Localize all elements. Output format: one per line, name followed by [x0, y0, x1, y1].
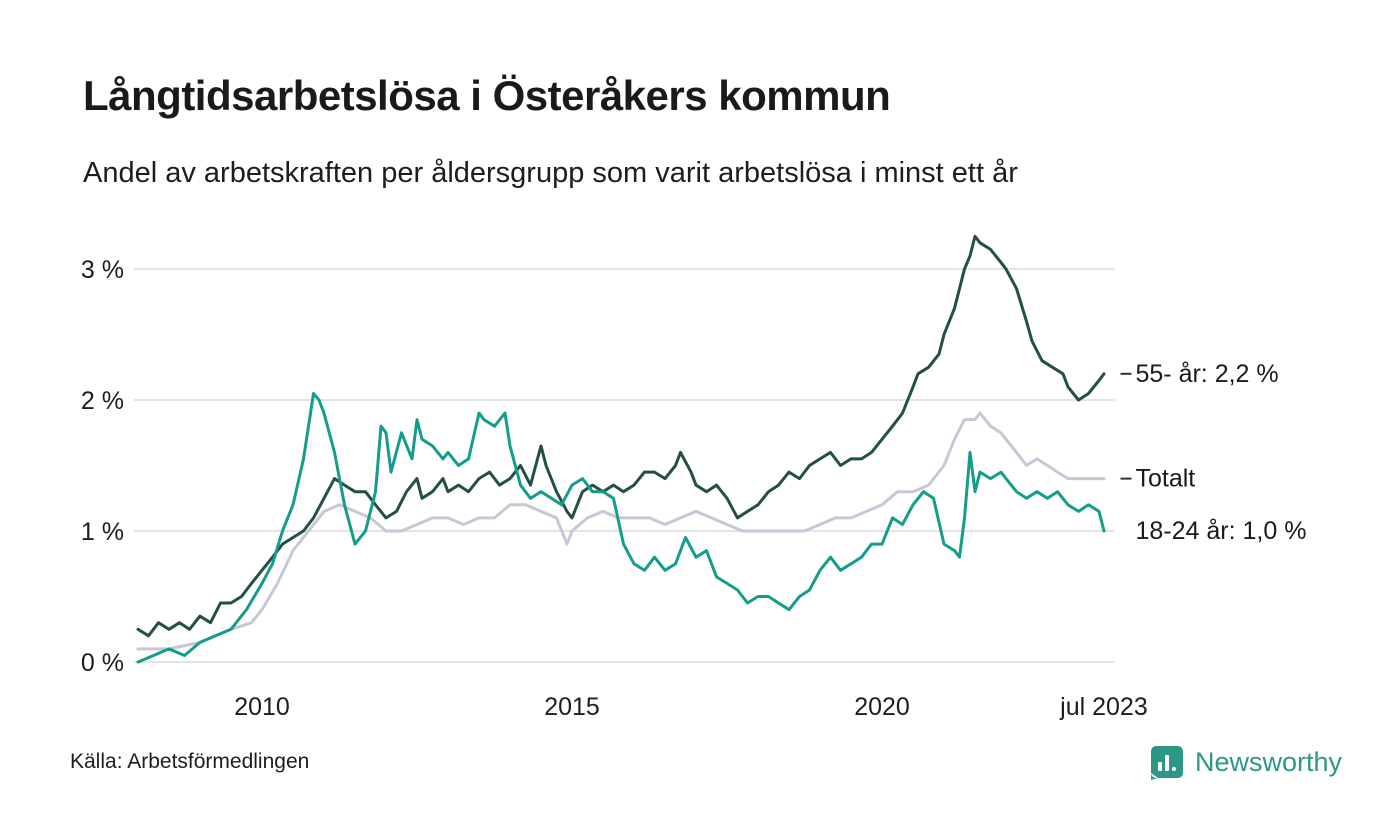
- brand-lockup: Newsworthy: [1149, 744, 1342, 780]
- series-end-label: Totalt: [1136, 465, 1196, 493]
- x-tick-label: jul 2023: [1059, 693, 1148, 721]
- chart-subtitle: Andel av arbetskraften per åldersgrupp s…: [83, 157, 1018, 189]
- x-tick-label: 2015: [544, 693, 600, 721]
- source-note: Källa: Arbetsförmedlingen: [70, 750, 310, 773]
- y-tick-label: 1 %: [81, 518, 124, 546]
- series-line-totalt: [136, 411, 1106, 651]
- brand-name: Newsworthy: [1194, 746, 1342, 777]
- x-tick-label: 2010: [234, 693, 290, 721]
- series-end-label: 18-24 år: 1,0 %: [1136, 517, 1307, 545]
- x-tick-label: 2020: [854, 693, 910, 721]
- y-tick-label: 3 %: [81, 256, 124, 284]
- bar-chart-badge-icon: [1150, 746, 1183, 780]
- y-tick-label: 0 %: [81, 649, 124, 677]
- chart-title: Långtidsarbetslösa i Österåkers kommun: [83, 72, 891, 119]
- y-tick-label: 2 %: [81, 387, 124, 415]
- series-line-55-r: [136, 234, 1106, 638]
- series-end-label: 55- år: 2,2 %: [1136, 360, 1279, 388]
- series-line-18-24-r: [136, 392, 1106, 664]
